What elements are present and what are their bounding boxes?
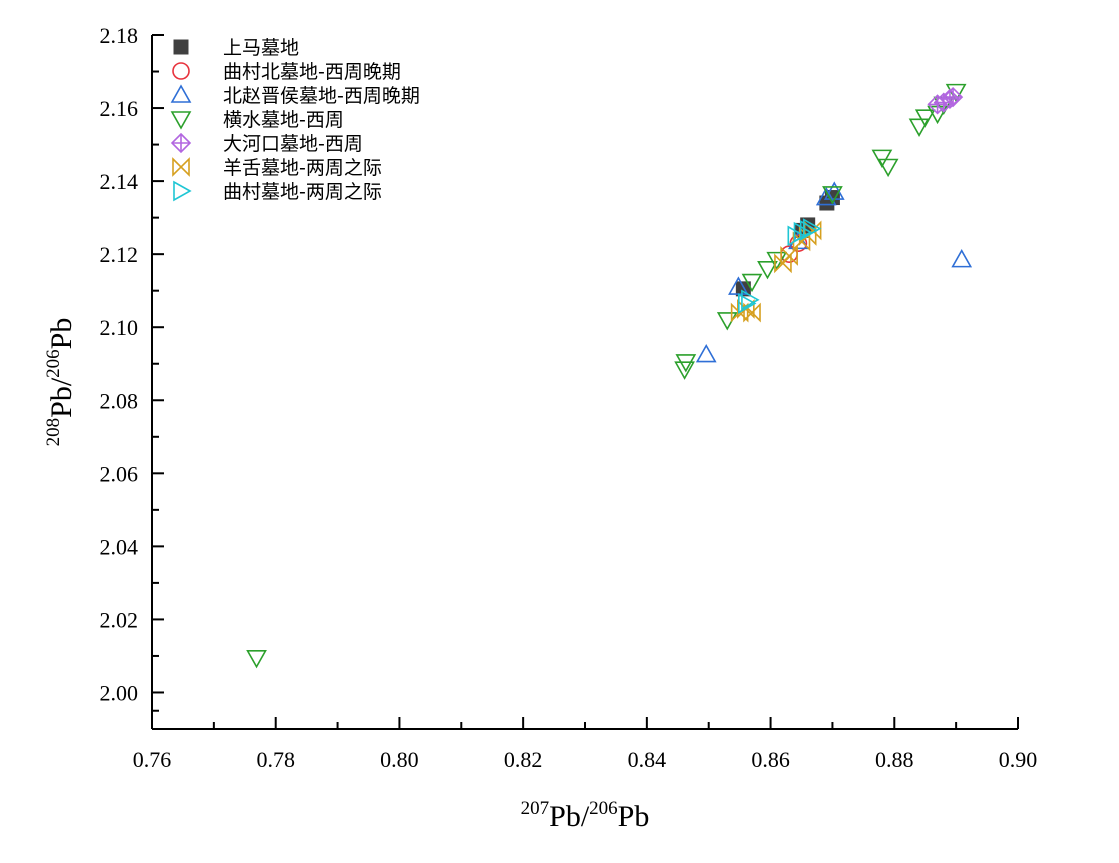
y-tick-label: 2.02 [100,607,139,632]
legend-marker [170,132,192,154]
y-axis-title-sup1: 208 [43,418,64,447]
legend: 上马墓地曲村北墓地-西周晚期北赵晋侯墓地-西周晚期横水墓地-西周大河口墓地-西周… [170,37,420,203]
data-point [730,302,749,323]
legend-label: 北赵晋侯墓地-西周晚期 [223,85,420,107]
data-point [695,343,717,363]
legend-marker [170,84,192,103]
x-axis-title-sup2: 206 [589,798,618,819]
legend-item: 上马墓地 [173,37,299,59]
y-tick-label: 2.14 [100,169,139,194]
data-point [780,246,798,266]
x-tick-label: 0.76 [133,747,172,772]
y-tick-label: 2.12 [100,242,139,267]
x-tick-label: 0.90 [999,747,1038,772]
data-point [675,354,697,373]
legend-item: 曲村北墓地-西周晚期 [172,61,401,83]
axes: 0.76 0.78 0.80 0.82 0.84 0.86 0.88 0.90 2.002.0… [100,23,1038,772]
data-point [942,86,964,108]
y-axis-title-sup2: 206 [43,349,64,378]
data-points [246,83,973,669]
legend-marker [170,111,192,130]
x-tick-label: 0.80 [380,747,419,772]
y-axis-title: 208Pb/206Pb [43,318,78,447]
data-point [793,221,813,243]
data-point [737,299,755,319]
data-point [871,149,893,168]
y-tick-label: 2.06 [100,461,139,486]
data-point [741,273,763,293]
x-axis-title-base1: Pb/ [549,800,590,833]
legend-label: 曲村北墓地-西周晚期 [223,61,401,83]
x-ticks: 0.76 0.78 0.80 0.82 0.84 0.86 0.88 0.90 [133,717,1038,772]
data-point [766,251,788,271]
data-point [815,186,837,206]
x-axis-title-sup1: 207 [521,798,550,819]
data-point [822,186,843,205]
data-point [716,312,738,331]
y-tick-label: 2.16 [100,96,139,121]
legend-marker [173,39,189,55]
y-ticks: 2.00 2.02 2.04 2.06 2.08 2.10 2.12 2.14 2.16 2.18 [100,23,164,712]
x-axis-title-base2: Pb [618,800,650,833]
data-point [738,293,757,314]
y-tick-label: 2.18 [100,23,139,48]
y-axis-title-base2: Pb [45,318,78,350]
series-6 [738,218,822,314]
data-point [741,289,760,311]
x-tick-label: 0.84 [628,747,667,772]
data-point [914,109,936,128]
data-point [802,218,822,239]
data-point [246,649,267,669]
x-tick-label: 0.78 [256,747,295,772]
legend-marker [172,157,190,177]
x-tick-label: 0.88 [875,747,914,772]
legend-item: 横水墓地-西周 [170,109,344,131]
data-point [908,118,930,137]
legend-marker [173,180,192,202]
legend-item: 羊舌墓地-两周之际 [172,157,382,179]
legend-label: 上马墓地 [223,37,299,59]
y-tick-label: 2.10 [100,315,139,340]
x-tick-label: 0.86 [751,747,790,772]
series-4 [927,86,964,115]
data-point [757,260,778,280]
legend-item: 大河口墓地-西周 [170,132,363,155]
y-axis-title-base1: Pb/ [45,377,78,418]
legend-label: 横水墓地-西周 [223,109,344,131]
data-point [803,220,822,241]
legend-marker [172,62,190,80]
legend-label: 大河口墓地-西周 [223,133,363,155]
y-tick-label: 2.08 [100,388,139,413]
data-point [939,88,961,110]
legend-item: 北赵晋侯墓地-西周晚期 [170,84,420,107]
y-tick-label: 2.04 [100,534,139,559]
data-point [674,361,695,380]
data-point [877,158,899,178]
series-5 [730,220,822,323]
legend-label: 曲村墓地-两周之际 [223,181,382,203]
y-tick-label: 2.00 [100,680,139,705]
x-axis-title: 207Pb/206Pb [521,798,650,833]
x-tick-label: 0.82 [504,747,543,772]
legend-label: 羊舌墓地-两周之际 [223,157,382,179]
data-point [743,302,761,323]
data-point [951,249,973,268]
legend-item: 曲村墓地-两周之际 [173,180,382,203]
